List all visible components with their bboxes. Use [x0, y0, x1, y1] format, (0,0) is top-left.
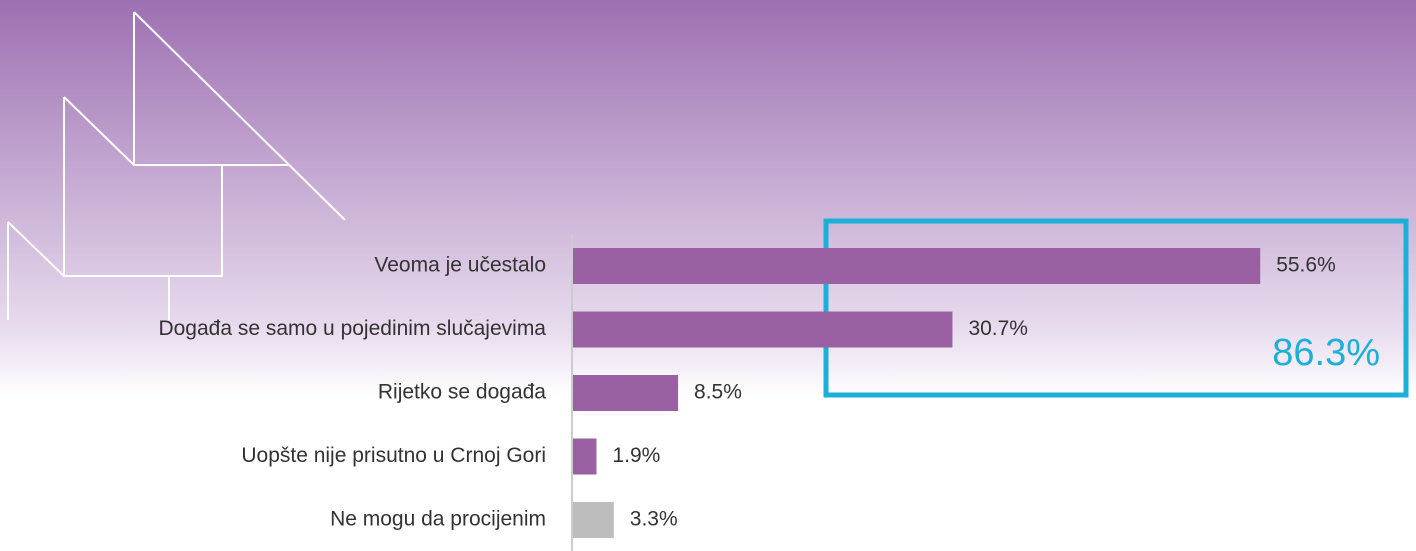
- deco-line: [133, 11, 346, 221]
- bar: [573, 311, 953, 348]
- deco-line: [63, 97, 223, 277]
- value-label: 55.6%: [1276, 254, 1336, 277]
- annotation: 86.3%: [1272, 332, 1380, 374]
- category-label: Ne mogu da procijenim: [330, 508, 546, 531]
- category-label: Rijetko se događa: [378, 381, 546, 404]
- category-label: Uopšte nije prisutno u Crnoj Gori: [241, 444, 546, 467]
- bar: [573, 375, 679, 411]
- value-label: 30.7%: [968, 317, 1028, 340]
- value-label: 8.5%: [694, 381, 742, 404]
- category-label: Događa se samo u pojedinim slučajevima: [158, 317, 546, 340]
- deco-line: [63, 96, 135, 166]
- bar: [573, 438, 597, 475]
- bar: [573, 502, 614, 538]
- bar: [573, 248, 1261, 284]
- category-label: Veoma je učestalo: [374, 254, 546, 277]
- decoration: [7, 11, 346, 320]
- highlight-box: [823, 218, 1409, 398]
- value-label: 3.3%: [630, 508, 678, 531]
- deco-line: [7, 221, 65, 277]
- value-label: 1.9%: [612, 444, 660, 467]
